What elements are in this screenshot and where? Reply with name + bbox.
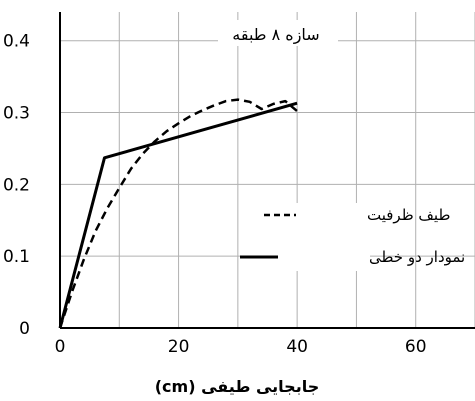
chart-title: سازه ۸ طبقه bbox=[232, 25, 319, 45]
series-lines bbox=[58, 98, 298, 329]
y-tick-label: 0.3 bbox=[3, 104, 30, 124]
x-axis-label: جابجایی طیفی (cm) bbox=[155, 377, 320, 396]
series-line-bilinear bbox=[58, 101, 298, 329]
series-line-capacity bbox=[58, 98, 298, 329]
legend-label-bilinear: نمودار دو خطی bbox=[369, 248, 465, 266]
y-tick-label: 0.4 bbox=[3, 32, 30, 52]
legend-box bbox=[240, 203, 370, 271]
x-tick-label: 60 bbox=[405, 337, 427, 357]
y-tick-label: 0 bbox=[19, 319, 30, 339]
tick-labels: 0 20 40 60 0 0.1 0.2 0.3 0.4 bbox=[3, 32, 427, 357]
axes bbox=[59, 12, 475, 329]
title-box bbox=[218, 20, 338, 46]
x-tick-label: 40 bbox=[286, 337, 308, 357]
y-tick-label: 0.1 bbox=[3, 247, 30, 267]
legend: طیف ظرفیت نمودار دو خطی bbox=[240, 203, 465, 271]
legend-label-capacity: طیف ظرفیت bbox=[367, 206, 450, 224]
x-tick-label: 20 bbox=[168, 337, 190, 357]
x-tick-label: 0 bbox=[55, 337, 66, 357]
y-tick-label: 0.2 bbox=[3, 175, 30, 195]
